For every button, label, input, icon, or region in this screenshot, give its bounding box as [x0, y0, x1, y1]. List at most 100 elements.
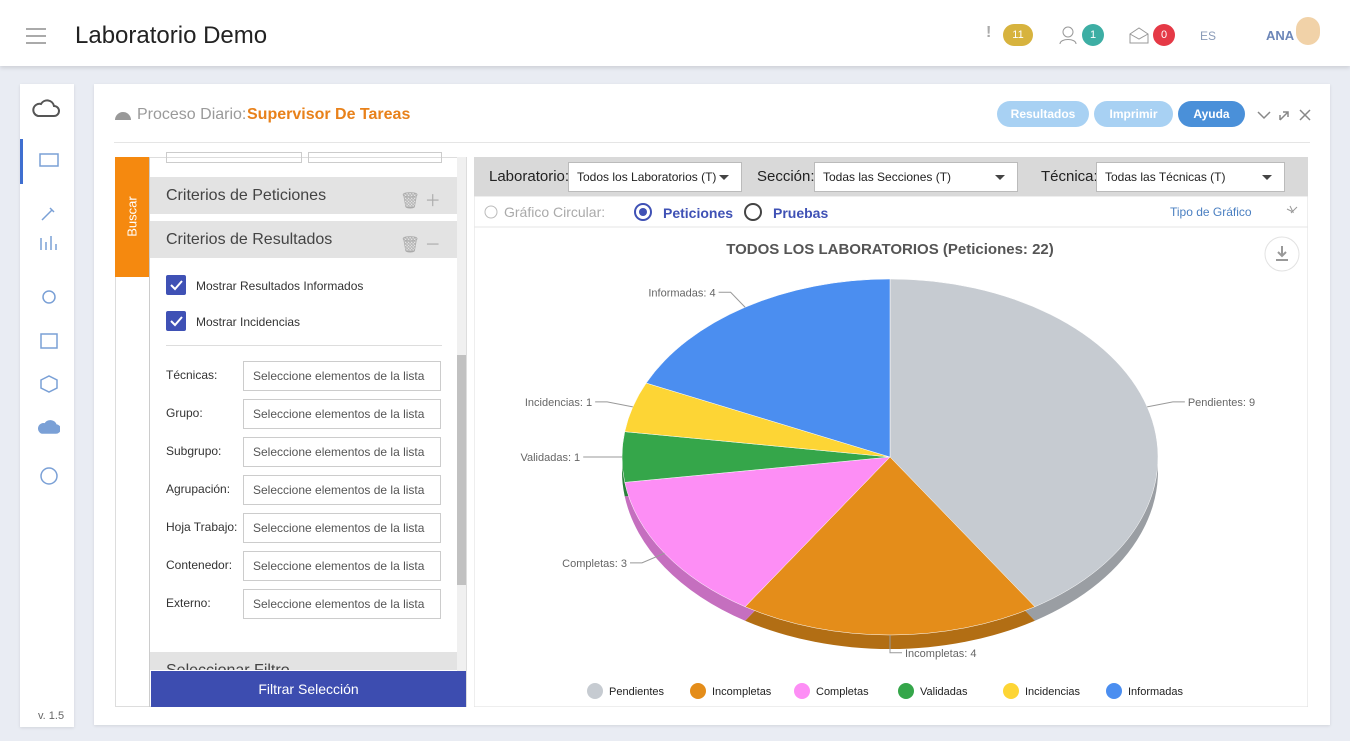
panel-controls[interactable]	[1256, 108, 1312, 122]
leader-line	[629, 552, 665, 564]
data-label: Informadas: 4	[648, 287, 715, 299]
divider	[166, 345, 442, 346]
scroll-thumb[interactable]	[457, 355, 466, 585]
messages-badge[interactable]: 0	[1153, 24, 1175, 46]
download-icon	[1276, 246, 1288, 261]
expand-icon[interactable]	[1286, 205, 1298, 214]
leader-line	[889, 635, 902, 654]
cut-input	[166, 152, 302, 163]
legend-label[interactable]: Validadas	[920, 686, 968, 698]
top-bar: Laboratorio Demo ! 11 1 0 ES ANA	[0, 0, 1350, 66]
users-badge[interactable]: 1	[1082, 24, 1104, 46]
tab-border	[149, 157, 150, 707]
data-label: Validadas: 1	[520, 452, 580, 464]
avatar[interactable]	[1296, 17, 1320, 45]
active-indicator	[20, 139, 23, 184]
checkbox[interactable]	[166, 311, 186, 331]
toolbar-label: Técnica:	[1041, 168, 1098, 185]
alert-icon[interactable]: !	[986, 24, 992, 41]
chart-type-menu[interactable]: Tipo de Gráfico	[1170, 205, 1252, 219]
field-label: Grupo:	[166, 406, 203, 420]
radio-label[interactable]: Peticiones	[663, 205, 733, 221]
toolbar-label: Laboratorio:	[489, 168, 570, 185]
data-label: Pendientes: 9	[1188, 397, 1255, 409]
toolbar-select[interactable]: Todos los Laboratorios (T)	[568, 162, 742, 192]
scrollbar[interactable]	[457, 157, 466, 671]
toolbar-select[interactable]: Todas las Técnicas (T)	[1096, 162, 1285, 192]
section-controls[interactable]: 🗑 －	[400, 237, 441, 254]
logo[interactable]	[32, 94, 62, 120]
section-header[interactable]: Seleccionar Filtro	[150, 652, 457, 670]
radio-label[interactable]: Pruebas	[773, 205, 828, 221]
help-button[interactable]: Ayuda	[1178, 101, 1245, 127]
toolbar-label: Sección:	[757, 168, 815, 185]
pie-slice	[624, 456, 891, 608]
field-input[interactable]: Seleccione elementos de la lista	[243, 437, 441, 467]
field-input[interactable]: Seleccione elementos de la lista	[243, 513, 441, 543]
pie-slice	[645, 278, 891, 458]
chart: Gráfico Circular: Peticiones Pruebas Tip…	[474, 196, 1308, 707]
checkbox-label: Mostrar Resultados Informados	[196, 279, 364, 293]
field-input[interactable]: Seleccione elementos de la lista	[243, 551, 441, 581]
mail-icon[interactable]	[1129, 26, 1149, 44]
leader-line	[718, 291, 746, 308]
toolbar-select[interactable]: Todas las Secciones (T)	[814, 162, 1018, 192]
field-label: Externo:	[166, 596, 211, 610]
legend-swatch	[690, 683, 706, 699]
pie-slice	[744, 456, 1036, 636]
slice-top	[889, 278, 1159, 608]
field-input[interactable]: Seleccione elementos de la lista	[243, 361, 441, 391]
field-label: Técnicas:	[166, 368, 218, 382]
language[interactable]: ES	[1200, 29, 1217, 43]
data-label: Completas: 3	[562, 558, 627, 570]
slice-top	[645, 278, 891, 458]
menu-icon[interactable]	[26, 28, 48, 44]
user-name[interactable]: ANA	[1266, 28, 1295, 43]
legend-label[interactable]: Informadas	[1128, 686, 1184, 698]
app-title: Laboratorio Demo	[75, 22, 268, 49]
dashboard-icon	[115, 112, 131, 120]
search-tab[interactable]: Buscar	[115, 157, 149, 277]
filter-button-label: Filtrar Selección	[258, 681, 359, 697]
panel-title: Supervisor De Tareas	[247, 106, 411, 123]
legend-label[interactable]: Completas	[816, 686, 869, 698]
legend-label[interactable]: Pendientes	[609, 686, 665, 698]
legend-swatch	[587, 683, 603, 699]
slice-top	[624, 456, 891, 608]
legend-swatch	[794, 683, 810, 699]
users-icon[interactable]	[1058, 25, 1078, 45]
alert-badge[interactable]: 11	[1003, 24, 1033, 46]
checkbox-label: Mostrar Incidencias	[196, 315, 301, 329]
section-header[interactable]: Criterios de Peticiones	[150, 177, 457, 214]
field-input[interactable]: Seleccione elementos de la lista	[243, 475, 441, 505]
radio-checked[interactable]	[634, 203, 652, 221]
radio-unchecked[interactable]	[744, 203, 762, 221]
field-label: Agrupación:	[166, 482, 231, 496]
section-header[interactable]: Criterios de Resultados	[150, 221, 457, 258]
legend-swatch	[1003, 683, 1019, 699]
field-label: Subgrupo:	[166, 444, 222, 458]
chart-title: TODOS LOS LABORATORIOS (Peticiones: 22)	[726, 241, 1054, 258]
field-label: Contenedor:	[166, 558, 233, 572]
legend-label[interactable]: Incidencias	[1025, 686, 1081, 698]
section-controls[interactable]: 🗑 ＋	[400, 193, 441, 210]
data-label: Incompletas: 4	[905, 648, 977, 660]
nav-icons[interactable]	[38, 150, 60, 510]
print-button[interactable]: Imprimir	[1094, 101, 1173, 127]
field-label: Hoja Trabajo:	[166, 520, 238, 534]
results-button[interactable]: Resultados	[997, 101, 1089, 127]
checkbox[interactable]	[166, 275, 186, 295]
legend-label[interactable]: Incompletas	[712, 686, 772, 698]
divider	[114, 142, 1310, 143]
panel-title-prefix: Proceso Diario:	[137, 106, 247, 123]
data-label: Incidencias: 1	[525, 397, 592, 409]
filter-button[interactable]: Filtrar Selección	[151, 671, 466, 707]
field-input[interactable]: Seleccione elementos de la lista	[243, 589, 441, 619]
check	[170, 280, 183, 291]
sidebar: v. 1.5	[20, 84, 74, 727]
field-input[interactable]: Seleccione elementos de la lista	[243, 399, 441, 429]
pie-slice	[889, 278, 1159, 608]
leader-line	[595, 401, 633, 408]
leader-line	[1147, 401, 1185, 408]
